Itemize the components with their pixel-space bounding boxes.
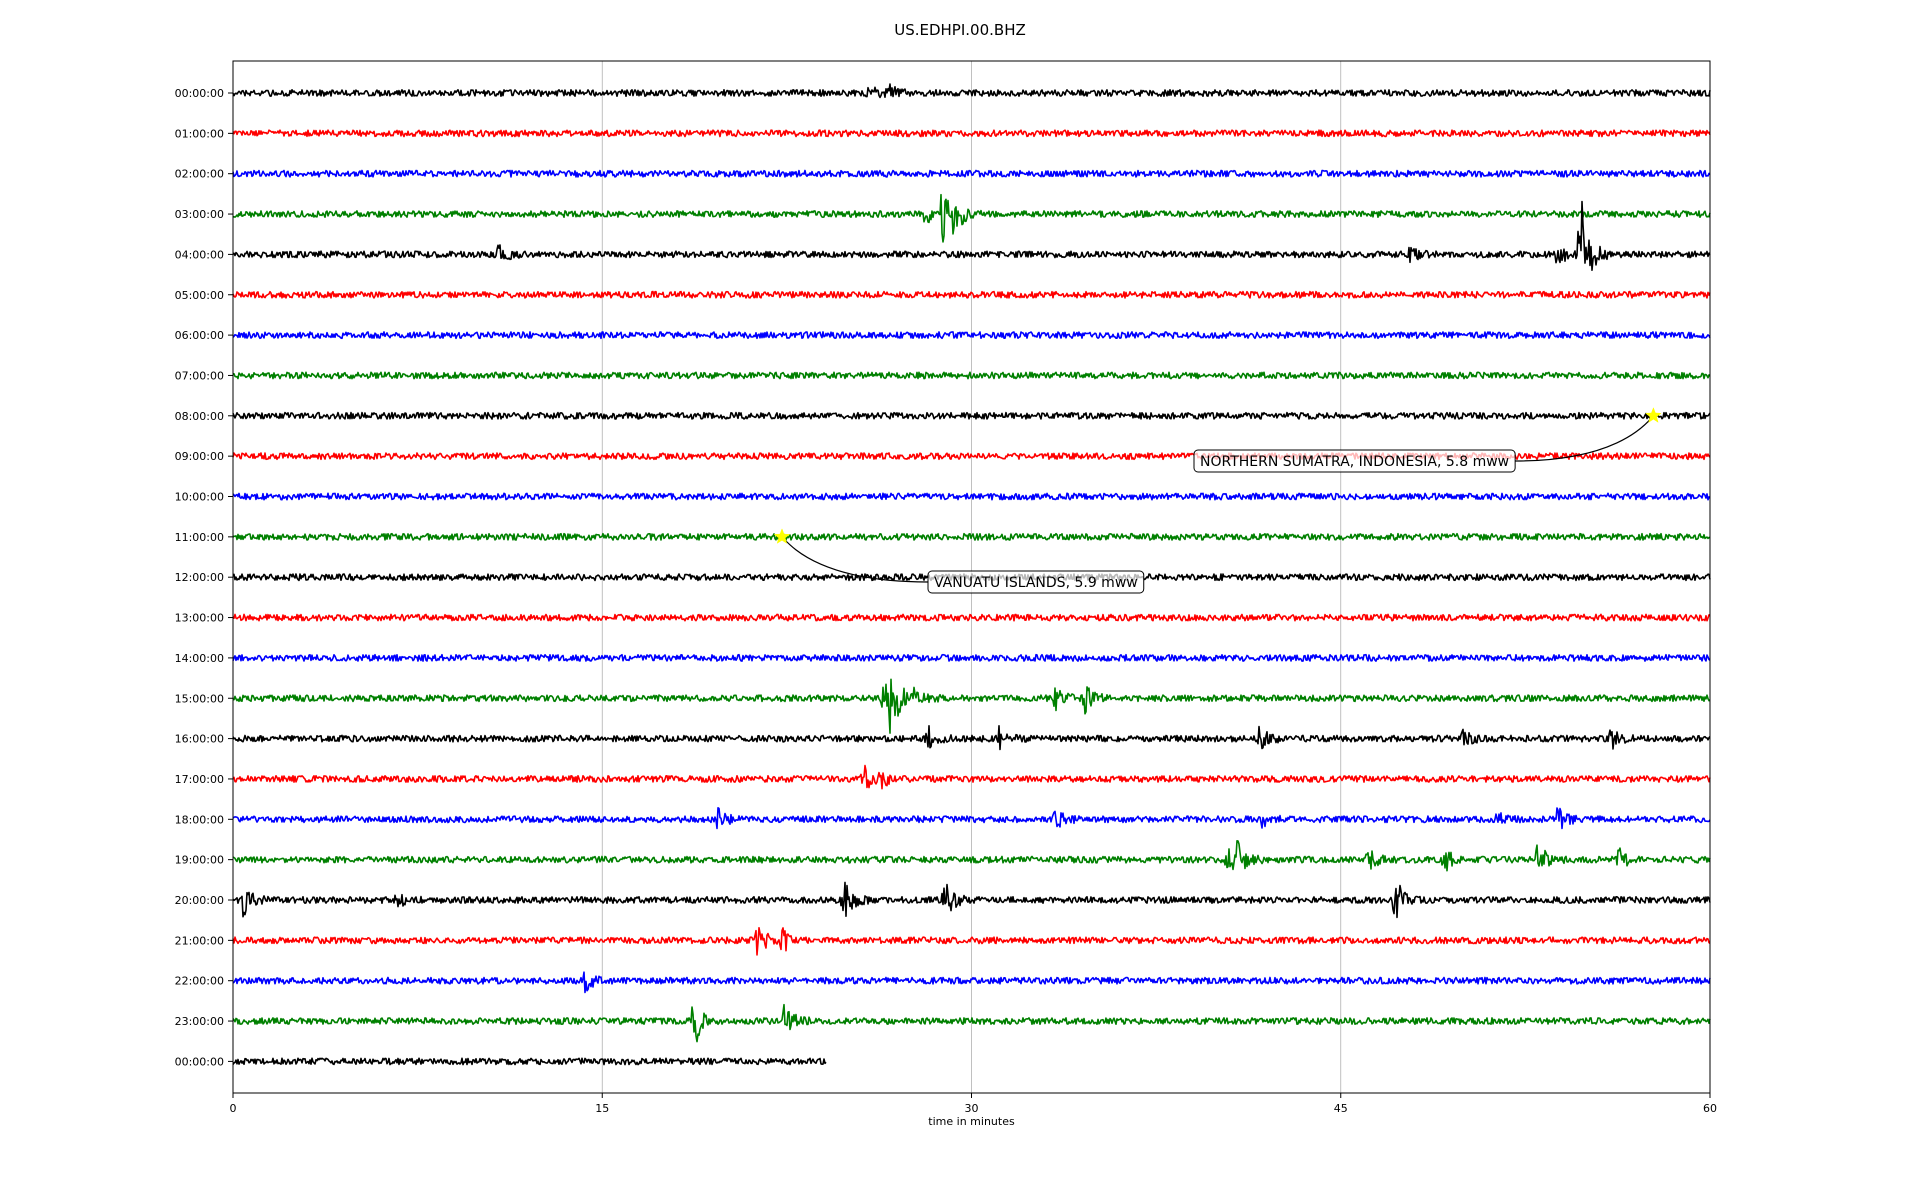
y-tick-label: 13:00:00 [175, 612, 224, 625]
x-tick-label: 0 [230, 1102, 237, 1115]
event-label: VANUATU ISLANDS, 5.9 mww [934, 575, 1138, 591]
trace-line [232, 1003, 1711, 1043]
y-tick-label: 22:00:00 [175, 975, 224, 988]
trace-line [232, 764, 1711, 790]
y-tick-label: 14:00:00 [175, 652, 224, 665]
trace-line [232, 411, 1711, 420]
y-tick-label: 00:00:00 [175, 1055, 224, 1068]
y-tick-label: 08:00:00 [175, 410, 224, 423]
trace-line [232, 613, 1711, 622]
y-tick-label: 00:00:00 [175, 87, 224, 100]
y-tick-labels: 00:00:00 01:00:00 02:00:00 03:00:00 04:00:00… [175, 87, 233, 1068]
x-tick-labels: 0 15 30 45 60 [230, 1093, 1717, 1115]
trace-line [232, 83, 1711, 99]
chart-title: US.EDHPI.00.BHZ [894, 21, 1026, 39]
y-tick-label: 10:00:00 [175, 491, 224, 504]
y-tick-label: 17:00:00 [175, 773, 224, 786]
y-tick-label: 15:00:00 [175, 692, 224, 705]
y-tick-label: 20:00:00 [175, 894, 224, 907]
x-tick-label: 30 [965, 1102, 979, 1115]
trace-line [232, 290, 1711, 299]
event-annotations: NORTHERN SUMATRA, INDONESIA, 5.8 mww VANU… [773, 407, 1662, 594]
trace-line [233, 371, 1711, 380]
y-tick-label: 01:00:00 [175, 127, 224, 140]
trace-line [232, 971, 1711, 994]
x-tick-label: 45 [1334, 1102, 1348, 1115]
trace-line [232, 129, 1711, 138]
y-tick-label: 04:00:00 [175, 248, 224, 261]
trace-line [232, 200, 1711, 272]
trace-line [232, 678, 1711, 734]
trace-line [232, 839, 1711, 872]
y-tick-label: 03:00:00 [175, 208, 224, 221]
trace-line [232, 806, 1711, 830]
trace-line [232, 724, 1711, 751]
trace-line [232, 1057, 827, 1066]
trace-line [232, 926, 1711, 956]
y-tick-label: 21:00:00 [175, 934, 224, 947]
trace-line [232, 532, 1711, 541]
trace-line [232, 492, 1711, 501]
x-tick-label: 15 [595, 1102, 609, 1115]
trace-line [232, 193, 1711, 243]
trace-line [232, 653, 1711, 662]
trace-line [232, 169, 1711, 178]
y-tick-label: 19:00:00 [175, 854, 224, 867]
y-tick-label: 18:00:00 [175, 813, 224, 826]
y-tick-label: 11:00:00 [175, 531, 224, 544]
y-tick-label: 09:00:00 [175, 450, 224, 463]
event-label: NORTHERN SUMATRA, INDONESIA, 5.8 mww [1200, 454, 1509, 470]
event-annotation: VANUATU ISLANDS, 5.9 mww [773, 528, 1145, 594]
x-tick-label: 60 [1703, 1102, 1717, 1115]
y-tick-label: 23:00:00 [175, 1015, 224, 1028]
y-tick-label: 07:00:00 [175, 369, 224, 382]
event-star-marker [773, 528, 791, 544]
trace-line [232, 881, 1711, 919]
y-tick-label: 02:00:00 [175, 168, 224, 181]
event-annotation: NORTHERN SUMATRA, INDONESIA, 5.8 mww [1193, 407, 1662, 473]
y-tick-label: 06:00:00 [175, 329, 224, 342]
trace-rows [232, 83, 1711, 1066]
y-tick-label: 16:00:00 [175, 733, 224, 746]
x-axis-label: time in minutes [928, 1115, 1015, 1128]
y-tick-label: 12:00:00 [175, 571, 224, 584]
event-star-marker [1645, 407, 1662, 423]
trace-line [232, 331, 1711, 340]
y-tick-label: 05:00:00 [175, 289, 224, 302]
plot-frame [232, 60, 1711, 1094]
